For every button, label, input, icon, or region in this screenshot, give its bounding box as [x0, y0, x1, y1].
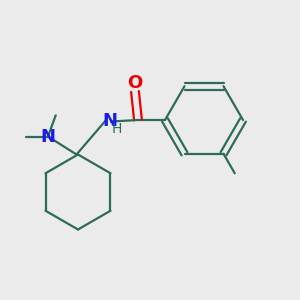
- Text: O: O: [128, 74, 142, 92]
- Text: N: N: [40, 128, 56, 146]
- Text: H: H: [111, 122, 122, 136]
- Text: N: N: [102, 112, 117, 130]
